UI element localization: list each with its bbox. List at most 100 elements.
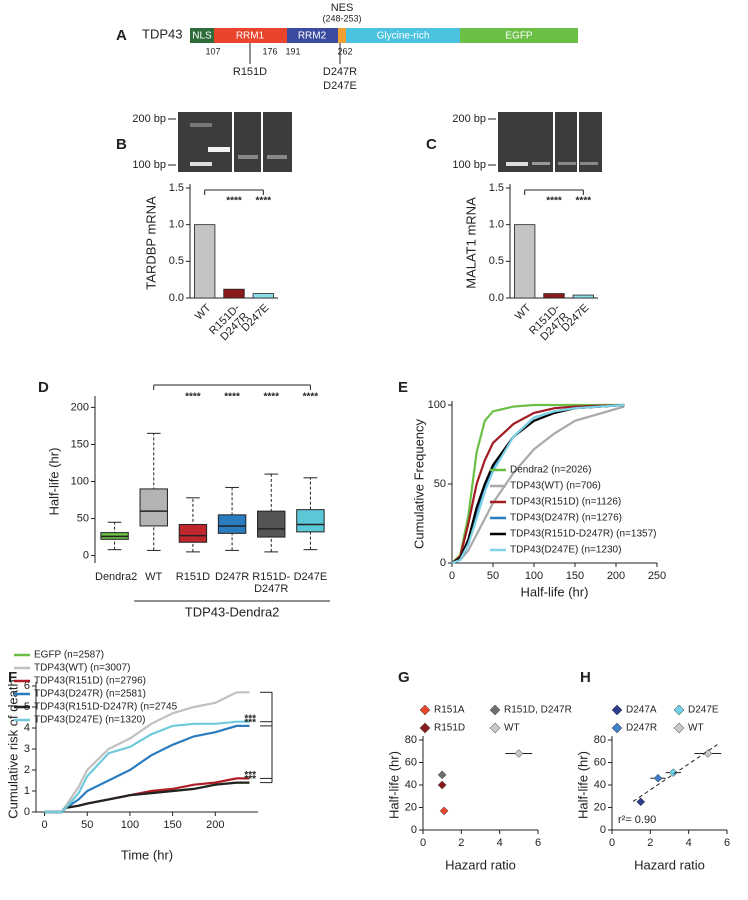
bar xyxy=(514,224,536,299)
group-label: TDP43-Dendra2 xyxy=(185,604,280,619)
gel-band xyxy=(267,155,287,159)
legend-label: WT xyxy=(688,723,704,734)
significance: **** xyxy=(226,196,242,207)
legend-label: R151D, D247R xyxy=(504,705,572,716)
legend-label: TDP43(D247E) (n=1320) xyxy=(34,715,145,726)
y-tick-label: 50 xyxy=(77,512,89,524)
y-tick-label: 0 xyxy=(440,557,446,569)
y-tick-label: 6 xyxy=(24,680,30,692)
panel-label: A xyxy=(116,27,127,44)
legend-label: Dendra2 (n=2026) xyxy=(510,465,591,476)
y-axis-label: Cumulative risk of death xyxy=(5,679,20,818)
y-tick-label: 100 xyxy=(71,475,89,487)
significance: **** xyxy=(303,392,319,403)
legend-label: R151D xyxy=(434,723,465,734)
y-tick-label: 0.5 xyxy=(169,255,184,267)
point xyxy=(439,806,449,816)
x-tick-label: 100 xyxy=(525,570,543,582)
domain-label: NLS xyxy=(192,31,212,42)
x-tick-label: D247R xyxy=(214,571,250,583)
significance: *** xyxy=(244,774,256,785)
legend-label: TDP43(R151D) (n=2796) xyxy=(34,676,146,687)
domain-label: RRM2 xyxy=(298,31,327,42)
point xyxy=(636,797,646,807)
legend-label: TDP43(D247R) (n=2581) xyxy=(34,689,146,700)
gel-label: 100 bp xyxy=(132,159,166,171)
gel-label: 200 bp xyxy=(452,113,486,125)
legend-swatch xyxy=(419,722,431,734)
x-tick-label: 250 xyxy=(648,570,666,582)
y-tick-label: 20 xyxy=(594,801,606,813)
x-axis-label: Half-life (hr) xyxy=(521,584,589,599)
bar xyxy=(543,293,565,299)
x-tick-label: 2 xyxy=(458,837,464,849)
trendline xyxy=(632,744,718,802)
domain-label: RRM1 xyxy=(236,31,265,42)
legend-swatch xyxy=(611,722,623,734)
significance: **** xyxy=(185,392,201,403)
point xyxy=(653,773,663,783)
x-tick-label: 4 xyxy=(686,837,692,849)
x-tick-label: D247E xyxy=(293,571,328,583)
y-tick-label: 150 xyxy=(71,438,89,450)
domain xyxy=(214,28,287,43)
x-tick-label: 0 xyxy=(41,819,47,831)
x-tick-label: 0 xyxy=(449,570,455,582)
line xyxy=(451,403,625,565)
y-tick-label: 40 xyxy=(594,779,606,791)
gel-band xyxy=(580,162,598,165)
significance: **** xyxy=(576,196,592,207)
legend-label: TDP43(R151D-D247R) (n=1357) xyxy=(510,529,656,540)
significance: **** xyxy=(263,392,279,403)
y-tick-label: 80 xyxy=(405,734,417,746)
legend-swatch xyxy=(489,704,501,716)
x-tick-label: 2 xyxy=(647,837,653,849)
point xyxy=(514,749,524,758)
box xyxy=(296,509,325,533)
x-tick-label: 100 xyxy=(121,819,139,831)
nes-box xyxy=(338,28,346,43)
gel-band xyxy=(238,155,258,159)
y-axis-label: Half-life (hr) xyxy=(46,448,61,516)
legend-label: TDP43(R151D) (n=1126) xyxy=(510,497,621,508)
panel-label: C xyxy=(426,136,437,153)
significance: **** xyxy=(224,392,240,403)
y-tick-label: 1.0 xyxy=(169,219,184,231)
domain-label: Glycine-rich xyxy=(377,31,430,42)
bar xyxy=(193,224,216,299)
bar xyxy=(572,294,594,299)
panel-label: G xyxy=(398,669,410,686)
domain xyxy=(287,28,338,43)
line xyxy=(451,403,625,564)
y-tick-label: 60 xyxy=(405,756,417,768)
line xyxy=(451,403,625,564)
panel-label: E xyxy=(398,379,408,396)
legend-swatch xyxy=(419,704,431,716)
nes-label: NES xyxy=(331,2,354,14)
legend-swatch xyxy=(673,704,685,716)
panel-label: F xyxy=(8,669,17,686)
y-tick-label: 50 xyxy=(434,478,446,490)
y-tick-label: 20 xyxy=(405,801,417,813)
annotation: r²= 0.90 xyxy=(618,814,656,826)
legend-label: TDP43(WT) (n=706) xyxy=(510,481,601,492)
boundary: 176 xyxy=(262,46,277,56)
x-tick-label: 0 xyxy=(420,837,426,849)
x-tick-label: 50 xyxy=(487,570,499,582)
gel-band xyxy=(208,147,230,152)
x-axis-label: Hazard ratio xyxy=(634,857,705,872)
y-tick-label: 80 xyxy=(594,734,606,746)
y-tick-label: 0 xyxy=(83,549,89,561)
x-tick-label: 6 xyxy=(535,837,541,849)
gel-band xyxy=(532,162,550,165)
y-tick-label: 0 xyxy=(411,824,417,836)
gel-label: 200 bp xyxy=(132,113,166,125)
y-tick-label: 0.5 xyxy=(489,255,504,267)
x-tick-label: 200 xyxy=(607,570,625,582)
y-axis-label: Half-life (hr) xyxy=(575,751,590,819)
box xyxy=(257,510,286,538)
line xyxy=(44,724,250,814)
x-tick-label: R151D xyxy=(175,571,211,583)
